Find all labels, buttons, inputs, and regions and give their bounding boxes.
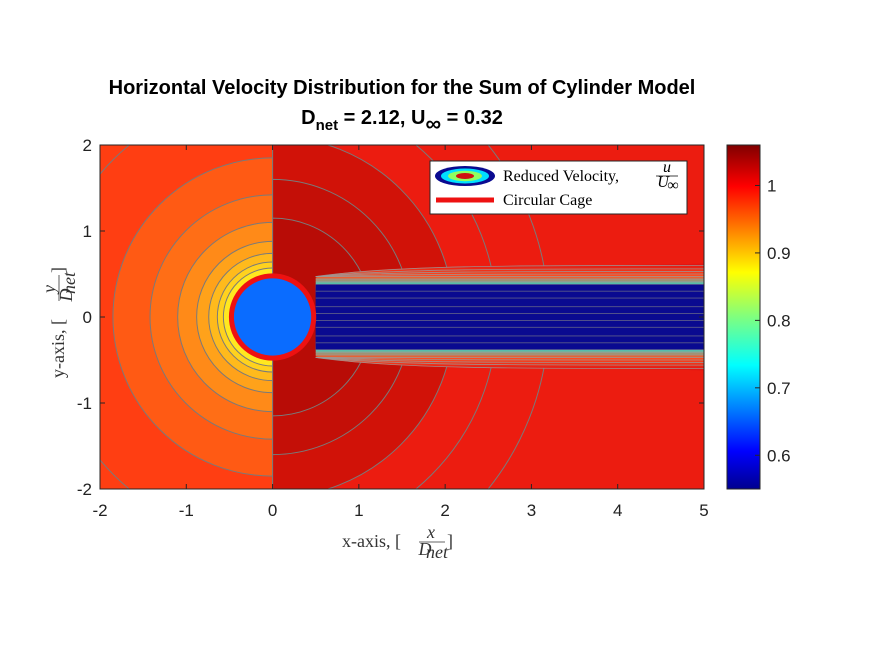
x-tick-label: 3: [527, 501, 536, 520]
y-tick-label: -1: [77, 394, 92, 413]
colorbar-tick-label: 0.7: [767, 379, 791, 398]
y-tick-label: 2: [83, 136, 92, 155]
wake-contour-streak: [315, 357, 704, 361]
y-axis-label-prefix: y-axis, [: [48, 319, 68, 378]
x-tick-label: 4: [613, 501, 622, 520]
subtitle-d-symbol: D: [301, 107, 315, 129]
wake-contour-streak: [315, 271, 704, 277]
chart-subtitle: Dnet = 2.12, U∞ = 0.32: [301, 107, 503, 136]
subtitle-u-subscript: ∞: [425, 111, 441, 136]
y-axis-label-denominator: D: [56, 289, 76, 303]
y-tick-label: -2: [77, 480, 92, 499]
y-tick-labels: 2 1 0 -1 -2: [77, 136, 704, 499]
legend-math-denominator: U: [657, 174, 670, 191]
subtitle-d-value: = 2.12,: [338, 107, 411, 129]
wake-contour-streak: [315, 357, 704, 366]
subtitle-u-value: = 0.32: [441, 107, 503, 129]
y-axis-label-denominator-sub: net: [59, 271, 79, 294]
x-tick-label: 1: [354, 501, 363, 520]
legend-contour-marker-icon: [435, 166, 495, 186]
x-axis-label: x-axis, [ x D net ]: [342, 522, 453, 562]
wake-contour-streak: [315, 357, 704, 369]
wake-core: [315, 284, 704, 350]
wake-contour-streak: [315, 265, 704, 277]
y-axis-label: y-axis, [ y D net ]: [39, 267, 79, 378]
x-tick-label: 2: [440, 501, 449, 520]
cage-ring: [228, 273, 317, 361]
colorbar-tick-labels: 1 0.9 0.8 0.7 0.6: [755, 176, 791, 465]
wake-contour-streak: [315, 273, 704, 277]
subtitle-d-subscript: net: [316, 117, 339, 134]
colorbar: 1 0.9 0.8 0.7 0.6: [726, 144, 791, 490]
colorbar-tick-label: 0.6: [767, 446, 791, 465]
y-tick-label: 1: [83, 222, 92, 241]
colorbar-tick-label: 1: [767, 176, 776, 195]
cage-interior: [231, 275, 314, 359]
wake-contour-streak: [315, 268, 704, 277]
x-axis-label-denominator-sub: net: [426, 542, 449, 562]
x-axis-label-denominator: D: [418, 539, 432, 559]
x-axis-label-numerator: x: [426, 522, 435, 542]
wake-contour-streak: [315, 357, 704, 363]
colorbar-tick-label: 0.9: [767, 244, 791, 263]
legend-math-numerator: u: [663, 159, 671, 176]
y-tick-label: 0: [83, 308, 92, 327]
x-axis-label-prefix: x-axis, [: [342, 531, 401, 551]
x-tick-labels: -2 -1 0 1 2 3 4 5: [92, 145, 709, 520]
y-axis-label-suffix: ]: [48, 267, 68, 273]
legend-math-denominator-sub: ∞: [667, 177, 678, 194]
colorbar-gradient: [726, 144, 761, 490]
legend-entry-circular-cage: Circular Cage: [503, 192, 592, 209]
legend-entry-reduced-velocity: Reduced Velocity,: [503, 168, 619, 185]
legend: Reduced Velocity, u U ∞ Circular Cage: [429, 159, 688, 215]
x-axis-label-suffix: ]: [447, 531, 453, 551]
chart-title: Horizontal Velocity Distribution for the…: [109, 77, 696, 99]
x-tick-label: 5: [699, 501, 708, 520]
colorbar-tick-label: 0.8: [767, 311, 791, 330]
y-axis-label-numerator: y: [39, 285, 59, 295]
x-tick-label: -2: [92, 501, 107, 520]
x-tick-label: -1: [179, 501, 194, 520]
x-tick-label: 0: [268, 501, 277, 520]
subtitle-u-symbol: U: [411, 107, 425, 129]
